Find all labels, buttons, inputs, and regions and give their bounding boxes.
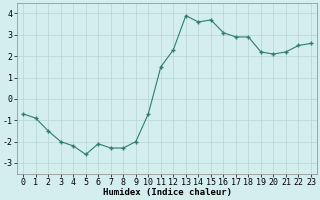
X-axis label: Humidex (Indice chaleur): Humidex (Indice chaleur) [103,188,232,197]
